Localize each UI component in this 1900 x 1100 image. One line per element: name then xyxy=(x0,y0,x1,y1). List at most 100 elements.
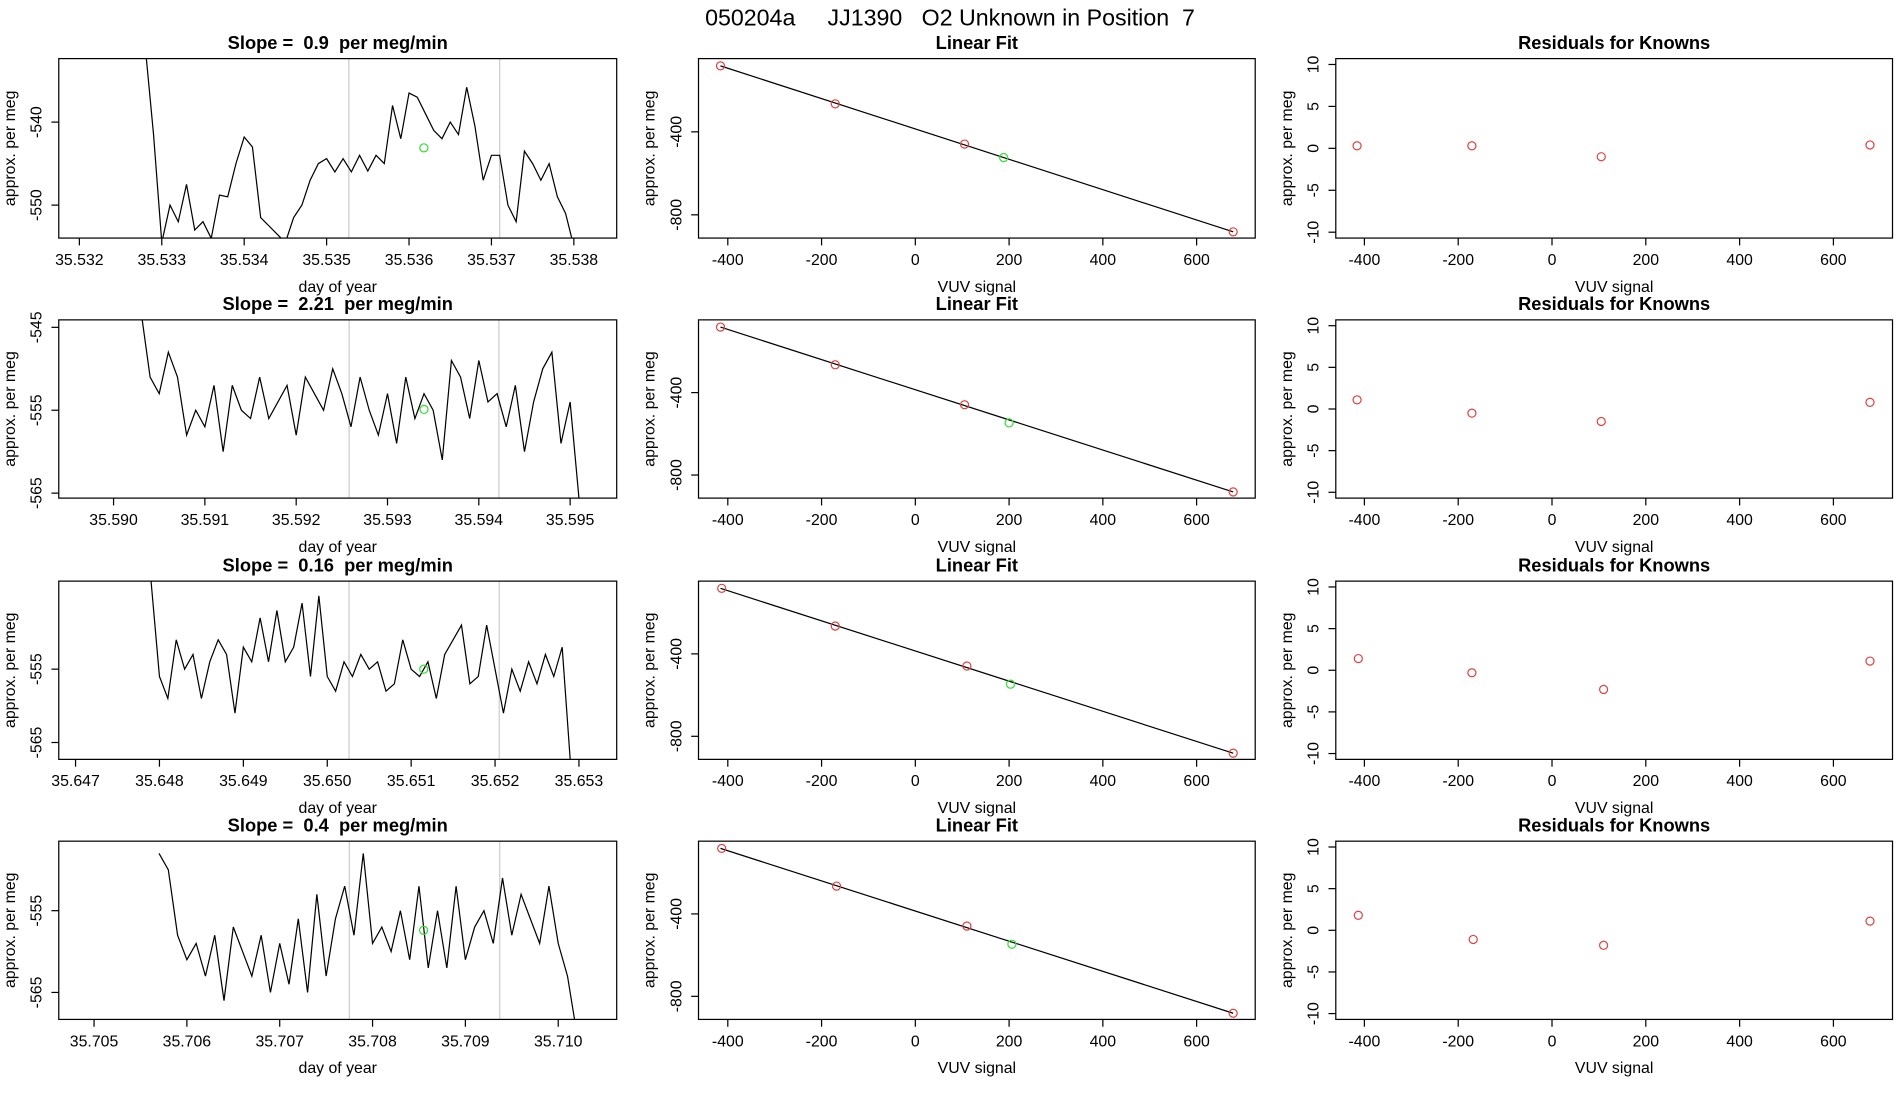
data-point xyxy=(1228,748,1238,758)
fit-line xyxy=(720,847,1234,1014)
data-point xyxy=(1352,395,1362,405)
fit-line xyxy=(720,65,1234,233)
data-point xyxy=(715,61,726,71)
x-tick-label: 35.536 xyxy=(385,252,434,269)
x-tick-label: -200 xyxy=(1442,773,1474,790)
x-tick-label: 600 xyxy=(1183,1033,1210,1050)
panel-title: Linear Fit xyxy=(936,32,1018,53)
y-tick-label: -800 xyxy=(668,980,685,1012)
data-point xyxy=(419,404,429,415)
panel-title: Residuals for Knowns xyxy=(1518,814,1710,835)
data-point xyxy=(1353,910,1363,920)
y-axis-label: approx. per meg xyxy=(642,351,659,466)
data-line xyxy=(158,853,576,1020)
data-point xyxy=(1467,668,1477,678)
plot-frame xyxy=(1335,57,1894,239)
x-tick-label: 600 xyxy=(1183,773,1210,790)
x-tick-label: -400 xyxy=(1349,1033,1381,1050)
x-tick-label: -200 xyxy=(806,512,838,529)
data-point xyxy=(1228,1008,1238,1018)
y-tick-label: -5 xyxy=(1306,965,1323,979)
y-tick-label: 0 xyxy=(1306,404,1323,413)
data-point xyxy=(1352,141,1362,151)
y-tick-label: 10 xyxy=(1306,578,1323,596)
panel: Slope = 2.21 per meg/min day of year appro… xyxy=(2,293,618,556)
data-point xyxy=(419,143,429,153)
y-axis-label: approx. per meg xyxy=(2,873,19,988)
data-point xyxy=(830,621,840,631)
panel-title: Slope = 0.4 per meg/min xyxy=(228,814,448,835)
data-point xyxy=(962,921,972,931)
plot-frame xyxy=(1335,580,1894,760)
x-tick-label: 400 xyxy=(1726,252,1753,269)
y-tick-label: -400 xyxy=(668,898,685,930)
x-tick-label: 0 xyxy=(1548,773,1557,790)
x-tick-label: 35.593 xyxy=(363,512,412,529)
panel: Residuals for Knowns VUV signal approx. pe… xyxy=(1279,554,1894,817)
x-tick-label: 35.594 xyxy=(455,512,504,529)
data-point xyxy=(1598,940,1609,950)
y-tick-label: -565 xyxy=(29,477,46,509)
data-line xyxy=(145,58,573,239)
x-tick-label: -200 xyxy=(1442,512,1474,529)
data-point xyxy=(1005,679,1016,689)
x-tick-label: 0 xyxy=(1548,252,1557,269)
panel: Residuals for Knowns VUV signal approx. pe… xyxy=(1279,814,1894,1077)
y-axis-label: approx. per meg xyxy=(642,873,659,988)
x-tick-label: 35.534 xyxy=(220,252,269,269)
x-tick-label: 35.650 xyxy=(303,773,352,790)
panel-title: Slope = 0.9 per meg/min xyxy=(228,32,448,53)
data-point xyxy=(830,360,840,370)
x-tick-label: 35.709 xyxy=(441,1033,490,1050)
plot-frame xyxy=(58,580,618,760)
x-tick-label: 35.595 xyxy=(546,512,595,529)
x-tick-label: 400 xyxy=(1726,512,1753,529)
y-tick-label: -800 xyxy=(668,720,685,752)
y-tick-label: 5 xyxy=(1306,624,1323,633)
y-tick-label: -10 xyxy=(1306,742,1323,765)
x-tick-label: -200 xyxy=(806,773,838,790)
fit-line xyxy=(720,326,1234,493)
data-point xyxy=(1353,653,1363,664)
x-axis-label: day of year xyxy=(299,800,378,817)
x-tick-label: 200 xyxy=(996,1033,1023,1050)
plot-frame xyxy=(1335,319,1894,499)
x-tick-label: 0 xyxy=(911,773,920,790)
x-tick-label: -200 xyxy=(806,1033,838,1050)
x-tick-label: 600 xyxy=(1820,1033,1847,1050)
y-axis-label: approx. per meg xyxy=(2,613,19,728)
data-point xyxy=(1865,916,1875,926)
y-tick-label: -5 xyxy=(1306,443,1323,457)
y-tick-label: 0 xyxy=(1306,926,1323,935)
data-point xyxy=(830,99,840,109)
data-point xyxy=(1596,416,1606,427)
x-tick-label: 35.591 xyxy=(181,512,230,529)
data-point xyxy=(418,925,429,935)
panel: Slope = 0.16 per meg/min day of year appro… xyxy=(2,554,618,817)
x-tick-label: -200 xyxy=(806,252,838,269)
x-tick-label: 35.651 xyxy=(387,773,436,790)
data-line xyxy=(150,581,571,760)
x-tick-label: 200 xyxy=(1633,1033,1660,1050)
x-tick-label: 35.592 xyxy=(272,512,321,529)
data-point xyxy=(1468,934,1478,945)
x-tick-label: 200 xyxy=(996,252,1023,269)
x-tick-label: 600 xyxy=(1820,512,1847,529)
y-tick-label: -5 xyxy=(1306,705,1323,719)
x-axis-label: VUV signal xyxy=(938,800,1016,817)
x-axis-label: VUV signal xyxy=(938,279,1016,296)
y-tick-label: 5 xyxy=(1306,102,1323,111)
y-tick-label: -555 xyxy=(29,653,46,685)
x-tick-label: -200 xyxy=(1442,1033,1474,1050)
x-axis-label: day of year xyxy=(299,279,378,296)
data-point xyxy=(717,583,727,593)
x-tick-label: -400 xyxy=(712,773,744,790)
data-point xyxy=(717,843,727,854)
data-point xyxy=(962,661,972,671)
x-tick-label: 400 xyxy=(1090,252,1117,269)
x-tick-label: 0 xyxy=(911,1033,920,1050)
panel: Linear Fit VUV signal approx. per meg -400 -… xyxy=(642,32,1256,296)
x-tick-label: 600 xyxy=(1820,773,1847,790)
y-axis-label: approx. per meg xyxy=(642,91,659,206)
plot-frame xyxy=(697,319,1256,499)
